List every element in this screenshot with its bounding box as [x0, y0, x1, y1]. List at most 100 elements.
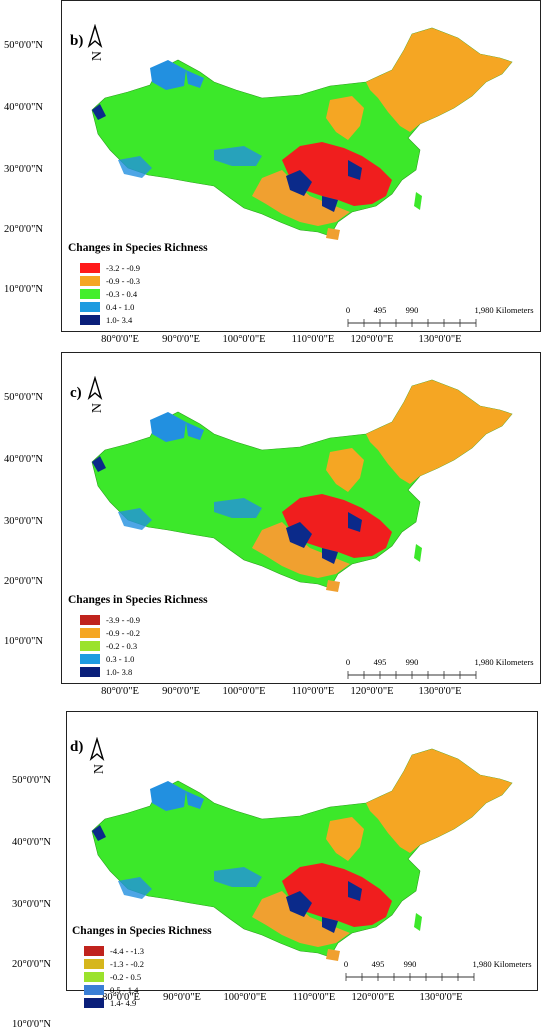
- legend-item: -4.4 - -1.3: [84, 945, 144, 956]
- hainan-island: [326, 949, 340, 961]
- legend-label: -0.3 - 0.4: [106, 288, 138, 299]
- legend-swatch: [80, 640, 100, 651]
- northwest-blue-region: [150, 412, 204, 442]
- taiwan-island: [414, 544, 422, 562]
- legend-item: -0.2 - 0.3: [80, 640, 137, 651]
- map-panel-d: d) N 50°0'0"N 40°0'0"N 30°0'0"N 20°0'0"N 10°0'…: [0, 703, 550, 1030]
- longitude-label: 120°0'0"E: [350, 686, 394, 697]
- northeast-region: [326, 28, 512, 140]
- northeast-region: [326, 749, 512, 861]
- west-blue-region: [118, 867, 262, 899]
- legend-swatch: [84, 945, 104, 956]
- longitude-label: 90°0'0"E: [163, 992, 201, 1003]
- legend-swatch: [84, 984, 104, 995]
- legend-label: -0.2 - 0.3: [106, 640, 138, 651]
- legend-swatch: [80, 653, 100, 664]
- legend-swatch: [80, 314, 100, 325]
- legend-item: -0.3 - 0.4: [80, 288, 137, 299]
- scale-label: 990: [403, 959, 417, 969]
- scale-label: 990: [405, 305, 419, 315]
- legend-item: -0.9 - -0.3: [80, 275, 140, 286]
- south-red-region: [282, 142, 392, 206]
- latitude-label: 40°0'0"N: [12, 837, 51, 848]
- northwest-blue-region: [150, 781, 204, 811]
- legend-item: 1.4- 4.9: [84, 997, 136, 1008]
- legend-item: 0.4 - 1.0: [80, 301, 134, 312]
- south-orange-region: [252, 170, 350, 226]
- longitude-label: 80°0'0"E: [102, 992, 140, 1003]
- legend-label: -4.4 - -1.3: [110, 945, 144, 956]
- latitude-label: 40°0'0"N: [4, 454, 43, 465]
- north-arrow-icon: N: [89, 737, 106, 774]
- legend-label: -0.9 - -0.2: [106, 627, 140, 638]
- longitude-label: 120°0'0"E: [351, 992, 395, 1003]
- latitude-label: 40°0'0"N: [4, 102, 43, 113]
- longitude-label: 110°0'0"E: [292, 992, 336, 1003]
- scale-label: 1,980 Kilometers: [474, 657, 534, 667]
- latitude-label: 10°0'0"N: [12, 1019, 51, 1030]
- latitude-label: 30°0'0"N: [4, 516, 43, 527]
- legend-item: -3.2 - -0.9: [80, 262, 140, 273]
- panel-letter: c): [70, 385, 82, 401]
- legend-label: -1.3 - -0.2: [110, 958, 144, 969]
- legend-title: Changes in Species Richness: [68, 242, 208, 254]
- legend-item: -3.9 - -0.9: [80, 614, 140, 625]
- legend-item: -0.9 - -0.2: [80, 627, 140, 638]
- legend-title: Changes in Species Richness: [68, 594, 208, 606]
- longitude-label: 110°0'0"E: [291, 686, 335, 697]
- scale-label: 0: [345, 305, 351, 315]
- legend-label: 1.4- 4.9: [110, 997, 137, 1008]
- svg-text:N: N: [90, 51, 104, 61]
- latitude-label: 30°0'0"N: [12, 899, 51, 910]
- legend-item: 0.5 - 1.4: [84, 984, 138, 995]
- legend-swatch: [80, 288, 100, 299]
- svg-text:N: N: [90, 403, 104, 413]
- scale-bar: [345, 973, 475, 981]
- china-map: [91, 748, 513, 961]
- scale-label: 990: [405, 657, 419, 667]
- panel-letter: d): [70, 739, 84, 755]
- legend-swatch: [80, 262, 100, 273]
- latitude-label: 10°0'0"N: [4, 284, 43, 295]
- legend-swatch: [80, 301, 100, 312]
- hainan-island: [326, 228, 340, 240]
- dark-blue-patches: [92, 825, 362, 933]
- scale-label: 495: [373, 305, 387, 315]
- taiwan-island: [414, 913, 422, 931]
- longitude-label: 100°0'0"E: [223, 992, 267, 1003]
- legend-item: 1.0- 3.4: [80, 314, 132, 325]
- latitude-label: 20°0'0"N: [4, 224, 43, 235]
- legend-swatch: [80, 275, 100, 286]
- longitude-label: 90°0'0"E: [162, 334, 200, 345]
- longitude-label: 130°0'0"E: [418, 334, 462, 345]
- legend-swatch: [84, 997, 104, 1008]
- hainan-island: [326, 580, 340, 592]
- legend-label: 1.0- 3.8: [106, 666, 133, 677]
- north-arrow-icon: N: [87, 376, 104, 413]
- scale-label: 495: [373, 657, 387, 667]
- longitude-label: 110°0'0"E: [291, 334, 335, 345]
- legend-label: 0.5 - 1.4: [110, 984, 139, 995]
- legend-swatch: [80, 614, 100, 625]
- latitude-label: 10°0'0"N: [4, 636, 43, 647]
- latitude-label: 50°0'0"N: [4, 40, 43, 51]
- south-orange-region: [252, 522, 350, 578]
- legend-item: -0.2 - 0.5: [84, 971, 141, 982]
- west-blue-region: [118, 498, 262, 530]
- legend-swatch: [80, 666, 100, 677]
- legend-label: 0.4 - 1.0: [106, 301, 135, 312]
- map-panel-c: c) N 50°0'0"N 40°0'0"N 30°0'0"N 20°0'0"N 10°0'…: [0, 352, 550, 704]
- scale-bar: [347, 319, 477, 327]
- latitude-label: 20°0'0"N: [4, 576, 43, 587]
- south-red-region: [282, 863, 392, 927]
- longitude-label: 80°0'0"E: [101, 686, 139, 697]
- panel-letter: b): [70, 33, 84, 49]
- scale-label: 1,980 Kilometers: [474, 305, 534, 315]
- legend-label: 0.3 - 1.0: [106, 653, 135, 664]
- legend-title: Changes in Species Richness: [72, 925, 212, 937]
- scale-label: 1,980 Kilometers: [472, 959, 532, 969]
- longitude-label: 130°0'0"E: [419, 992, 463, 1003]
- latitude-label: 20°0'0"N: [12, 959, 51, 970]
- latitude-label: 30°0'0"N: [4, 164, 43, 175]
- scale-bar: [347, 671, 477, 679]
